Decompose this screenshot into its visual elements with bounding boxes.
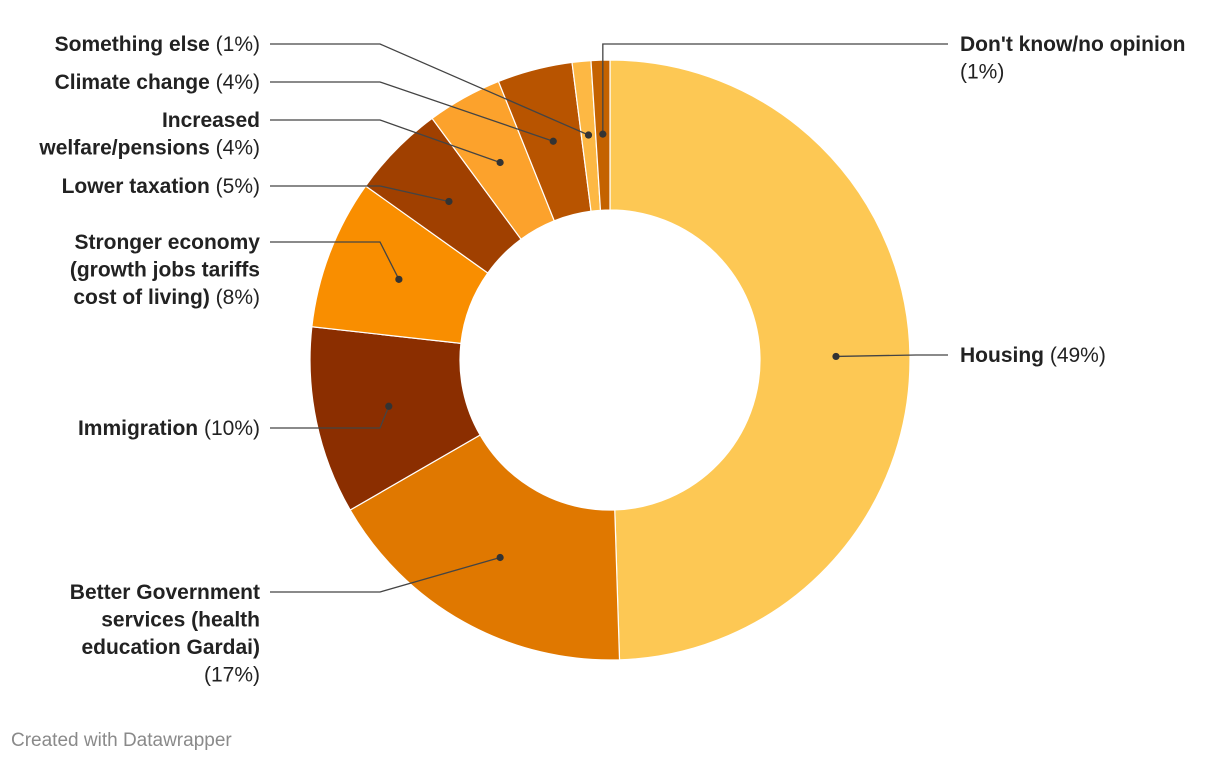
leader-dot-stronger-economy-growth-jobs-tariffs-cost-of-living (395, 275, 403, 283)
leader-line-housing (835, 354, 948, 358)
label-increased-welfare-pensions: Increased welfare/pensions (4%) (38, 109, 260, 160)
label-lower-taxation: Lower taxation (5%) (62, 175, 260, 198)
label-stronger-economy-growth-jobs-tariffs-cost-of-living: Stronger economy (growth jobs tariffs cost… (70, 231, 260, 309)
leader-line-immigration (270, 406, 390, 429)
leader-dot-housing (832, 352, 840, 361)
label-housing: Housing (49%) (960, 344, 1106, 367)
leader-line-better-government-services-health-education-gardai (270, 556, 501, 593)
leader-dot-don-t-know-no-opinion (599, 130, 607, 138)
label-better-government-services-health-education-gardai: Better Government services (health educati… (70, 581, 260, 687)
label-climate-change: Climate change (4%) (55, 71, 260, 94)
leader-dot-better-government-services-health-education-gardai (496, 553, 504, 562)
leader-lines (270, 43, 948, 593)
slice-labels: Housing (49%) Better Government services (… (38, 33, 1185, 687)
leader-line-something-else (270, 43, 589, 136)
datawrapper-credit: Created with Datawrapper (11, 730, 232, 751)
leader-line-climate-change (270, 81, 554, 142)
slice-better-government-services-health-education-gardai (349, 434, 621, 661)
leader-dot-something-else (584, 131, 593, 139)
label-something-else: Something else (1%) (55, 33, 260, 56)
donut-slices (309, 59, 911, 661)
leader-dot-lower-taxation (445, 197, 453, 206)
leader-dot-increased-welfare-pensions (496, 158, 504, 167)
leader-dot-climate-change (549, 137, 557, 145)
leader-line-increased-welfare-pensions (270, 119, 501, 164)
leader-dot-immigration (385, 402, 393, 410)
slice-housing (609, 59, 911, 661)
label-immigration: Immigration (10%) (78, 417, 260, 440)
label-don-t-know-no-opinion: Don't know/no opinion (1%) (960, 33, 1185, 84)
leader-line-don-t-know-no-opinion (602, 43, 948, 135)
leader-line-stronger-economy-growth-jobs-tariffs-cost-of-living (270, 241, 400, 280)
leader-line-lower-taxation (270, 185, 450, 203)
